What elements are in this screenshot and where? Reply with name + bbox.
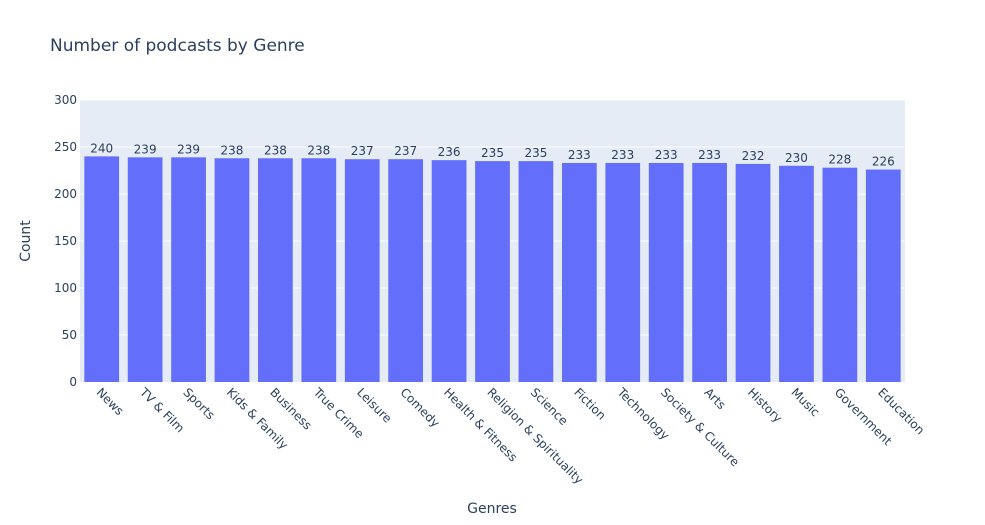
bar-value-label: 226 [872, 155, 895, 169]
x-tick-label: Sports [180, 385, 217, 422]
bar[interactable] [865, 169, 901, 382]
y-axis-title: Count [18, 220, 34, 262]
bar[interactable] [84, 156, 120, 382]
bar-value-label: 235 [481, 146, 504, 160]
y-tick-label: 150 [54, 234, 77, 248]
y-axis-ticks: 0 50 100 150 200 250 300 [54, 93, 77, 389]
x-tick-label: Leisure [354, 385, 394, 425]
x-tick-label: Health & Fitness [441, 385, 520, 464]
y-tick-label: 250 [54, 140, 77, 154]
bar-value-label: 232 [742, 149, 765, 163]
bar[interactable] [431, 160, 467, 382]
x-axis-title: Genres [467, 501, 517, 517]
bars [84, 156, 901, 382]
bar-value-label: 230 [785, 151, 808, 165]
bar[interactable] [779, 165, 814, 382]
bar-value-label: 233 [698, 148, 721, 162]
x-tick-label: Fiction [571, 385, 608, 422]
bar-value-label: 239 [177, 142, 200, 156]
bar[interactable] [561, 162, 597, 382]
bar-value-label: 238 [307, 143, 330, 157]
x-tick-label: TV & Film [136, 385, 187, 436]
bar-value-label: 228 [828, 153, 851, 167]
x-tick-label: Comedy [398, 385, 443, 430]
bar-value-label: 238 [264, 143, 287, 157]
bar-value-label: 233 [655, 148, 678, 162]
x-tick-label: Music [788, 385, 822, 419]
y-tick-label: 50 [62, 328, 77, 342]
bar[interactable] [648, 162, 684, 382]
x-tick-label: Science [528, 385, 571, 428]
bar[interactable] [214, 158, 250, 382]
bar-value-label: 240 [90, 141, 113, 155]
bar[interactable] [301, 158, 337, 382]
bar[interactable] [258, 158, 293, 382]
x-tick-label: History [745, 385, 785, 425]
x-tick-label: News [94, 385, 127, 418]
bar-value-label: 236 [438, 145, 461, 159]
y-tick-label: 300 [54, 93, 77, 107]
bar[interactable] [518, 161, 554, 382]
y-tick-label: 100 [54, 281, 77, 295]
bar-value-label: 237 [394, 144, 417, 158]
x-tick-label: Society & Culture [658, 385, 742, 469]
bar[interactable] [605, 162, 641, 382]
bar[interactable] [475, 161, 510, 382]
bar[interactable] [692, 162, 727, 382]
bar[interactable] [822, 167, 858, 382]
x-tick-label: Arts [701, 385, 728, 412]
bar[interactable] [388, 159, 424, 382]
y-tick-label: 200 [54, 187, 77, 201]
bar-value-label: 239 [134, 142, 157, 156]
bar[interactable] [127, 157, 163, 382]
bar-value-label: 235 [524, 146, 547, 160]
bar[interactable] [735, 163, 771, 382]
bar-value-label: 233 [611, 148, 634, 162]
bar[interactable] [344, 159, 380, 382]
data-labels: 240 239 239 238 238 238 237 237 236 235 235 233 233 2… [90, 141, 894, 168]
bar-value-label: 237 [351, 144, 374, 158]
bar[interactable] [171, 157, 206, 382]
bar-value-label: 238 [221, 143, 244, 157]
y-tick-label: 0 [69, 375, 77, 389]
chart-title: Number of podcasts by Genre [50, 36, 305, 56]
bar-value-label: 233 [568, 148, 591, 162]
